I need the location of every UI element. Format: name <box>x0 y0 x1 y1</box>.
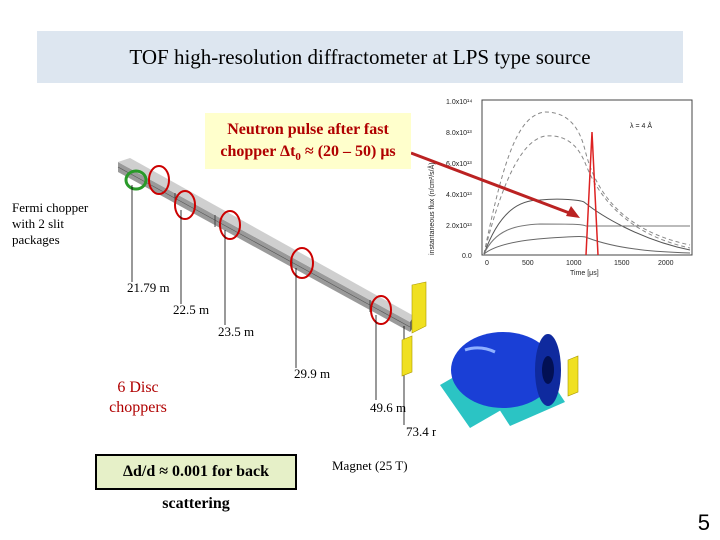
fermi-chopper <box>124 169 148 191</box>
distance-label: 22.5 m <box>173 302 210 317</box>
ytick-label: 8.0x10¹³ <box>446 130 472 137</box>
ytick-label: 1.0x10¹⁴ <box>446 99 472 106</box>
plot-ylabel: instantaneous flux (n/cm²/s/Å) <box>427 162 436 255</box>
pulse-line-2: chopper Δt0 ≈ (20 – 50) μs <box>220 143 396 164</box>
xtick-label: 2000 <box>658 260 674 267</box>
disc-choppers-label: 6 Disc choppers <box>96 378 180 418</box>
arrow-head <box>566 206 580 218</box>
flux-curve <box>483 223 690 255</box>
magnet-label: Magnet (25 T) <box>332 458 408 473</box>
fermi-label-line: with 2 slit <box>12 216 65 231</box>
flux-curve <box>483 198 691 255</box>
distance-label: 23.5 m <box>218 324 255 339</box>
ytick-label: 4.0x10¹³ <box>446 192 472 199</box>
flux-curve <box>483 236 691 255</box>
distance-label: 49.6 m <box>370 400 407 415</box>
distance-label: 29.9 m <box>294 366 331 381</box>
distance-label: 73.4 m <box>406 424 436 439</box>
pulse-line-1: Neutron pulse after fast <box>227 121 389 138</box>
xtick-label: 500 <box>522 260 534 267</box>
resolution-box: Δd/d ≈ 0.001 for back scattering <box>95 454 297 512</box>
pulse-info-box: Neutron pulse after fast chopper Δt0 ≈ (… <box>205 113 411 169</box>
disc-label-line: choppers <box>109 399 167 416</box>
fermi-label-line: Fermi chopper <box>12 200 89 215</box>
pointer-arrow <box>410 151 573 216</box>
flux-plot: 1.0x10¹⁴ 8.0x10¹³ 6.0x10¹³ 4.0x10¹³ 2.0x… <box>427 95 702 277</box>
slide-title: TOF high-resolution diffractometer at LP… <box>129 45 591 69</box>
disc-label-line: 6 Disc <box>117 379 159 396</box>
title-banner: TOF high-resolution diffractometer at LP… <box>37 31 683 83</box>
plot-legend: λ = 4 Å <box>630 121 652 130</box>
fermi-label-line: packages <box>12 232 60 247</box>
pulse-peak <box>585 131 599 256</box>
neutron-guide <box>117 158 414 332</box>
magnet <box>440 332 565 428</box>
xtick-label: 1500 <box>614 260 630 267</box>
flux-curve <box>483 135 691 255</box>
sample-panel <box>401 335 413 377</box>
ytick-label: 2.0x10¹³ <box>446 223 472 230</box>
fermi-label: Fermi chopper with 2 slit packages <box>12 200 88 248</box>
distance-label: 21.79 m <box>127 280 170 295</box>
slide-number: 5 <box>697 510 710 535</box>
ytick-label: 0.0 <box>462 253 472 260</box>
disc-choppers <box>148 165 392 325</box>
plot-xlabel: Time [μs] <box>570 270 599 277</box>
xtick-label: 1000 <box>566 260 582 267</box>
xtick-label: 0 <box>485 260 489 267</box>
plot-frame <box>481 99 693 256</box>
detector-panel <box>567 355 579 397</box>
ytick-label: 6.0x10¹³ <box>446 161 472 168</box>
sample-panel <box>411 281 427 334</box>
flux-curve <box>483 111 691 255</box>
